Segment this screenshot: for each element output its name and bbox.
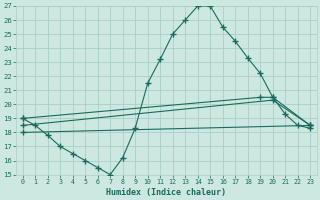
X-axis label: Humidex (Indice chaleur): Humidex (Indice chaleur) (107, 188, 227, 197)
